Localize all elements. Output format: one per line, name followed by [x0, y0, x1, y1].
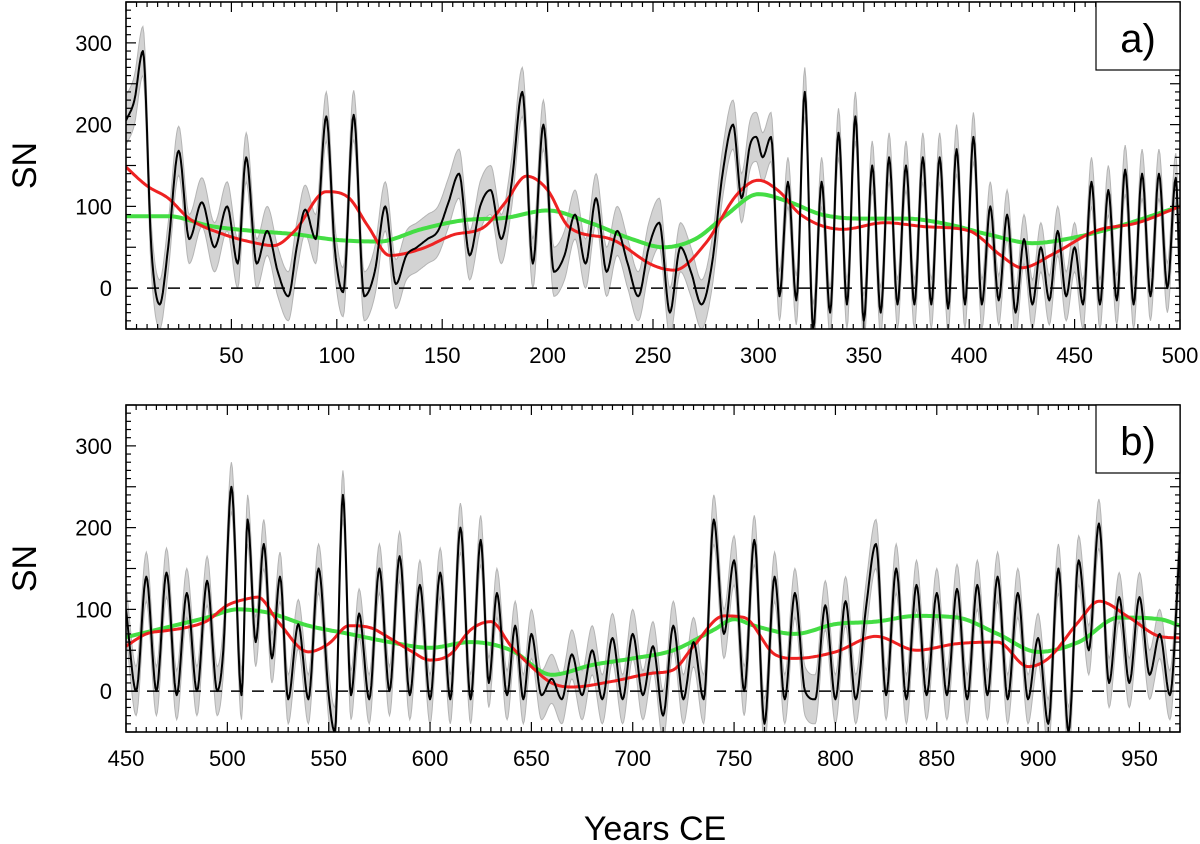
x-tick-label: 350	[845, 343, 882, 368]
plot-area	[126, 462, 1180, 732]
plot-frame	[125, 404, 1181, 733]
reconstruction-line	[126, 485, 1180, 732]
x-tick-label: 800	[817, 746, 854, 771]
reconstruction-line	[126, 50, 1180, 329]
y-tick-label: 300	[75, 31, 112, 56]
x-tick-label: 750	[716, 746, 753, 771]
panel-a: 50 100 150 200 250 300 350 400 450 500 0 100 200 300 S…	[6, 1, 1199, 368]
y-tick-label: 300	[75, 434, 112, 459]
x-tick-label: 500	[1162, 343, 1199, 368]
y-tick-label: 200	[75, 113, 112, 138]
panel-label-box	[1095, 404, 1181, 474]
x-tick-label: 100	[318, 343, 355, 368]
long-term-smooth-line	[126, 607, 1180, 677]
x-tick-label: 600	[412, 746, 449, 771]
x-tick-label: 450	[1056, 343, 1093, 368]
uncertainty-band	[126, 462, 1180, 732]
x-axis-title: Years CE	[584, 810, 726, 844]
panel-label-box	[1095, 1, 1181, 71]
panel-label: a)	[1120, 17, 1156, 61]
x-tick-label: 200	[529, 343, 566, 368]
x-tick-label: 50	[219, 343, 243, 368]
x-tick-label: 850	[918, 746, 955, 771]
y-axis-title: SN	[6, 545, 44, 592]
x-tick-label: 400	[951, 343, 988, 368]
x-tick-label: 900	[1020, 746, 1057, 771]
x-tick-label: 150	[424, 343, 461, 368]
uncertainty-band	[126, 25, 1180, 329]
plot-area	[126, 25, 1180, 329]
x-tick-label: 300	[740, 343, 777, 368]
x-tick-label: 950	[1121, 746, 1158, 771]
y-axis-title: SN	[6, 142, 44, 189]
y-tick-label: 100	[75, 194, 112, 219]
x-tick-label: 550	[310, 746, 347, 771]
x-tick-label: 700	[614, 746, 651, 771]
y-tick-label: 0	[100, 276, 112, 301]
y-tick-label: 0	[100, 679, 112, 704]
x-tick-label: 250	[635, 343, 672, 368]
panel-b: 450 500 550 600 650 700 750 800 850 900 950 0 100 200…	[6, 404, 1181, 771]
y-tick-label: 100	[75, 597, 112, 622]
x-tick-label: 450	[108, 746, 145, 771]
panel-label: b)	[1120, 420, 1156, 464]
y-tick-label: 200	[75, 516, 112, 541]
x-tick-label: 650	[513, 746, 550, 771]
x-tick-label: 500	[209, 746, 246, 771]
